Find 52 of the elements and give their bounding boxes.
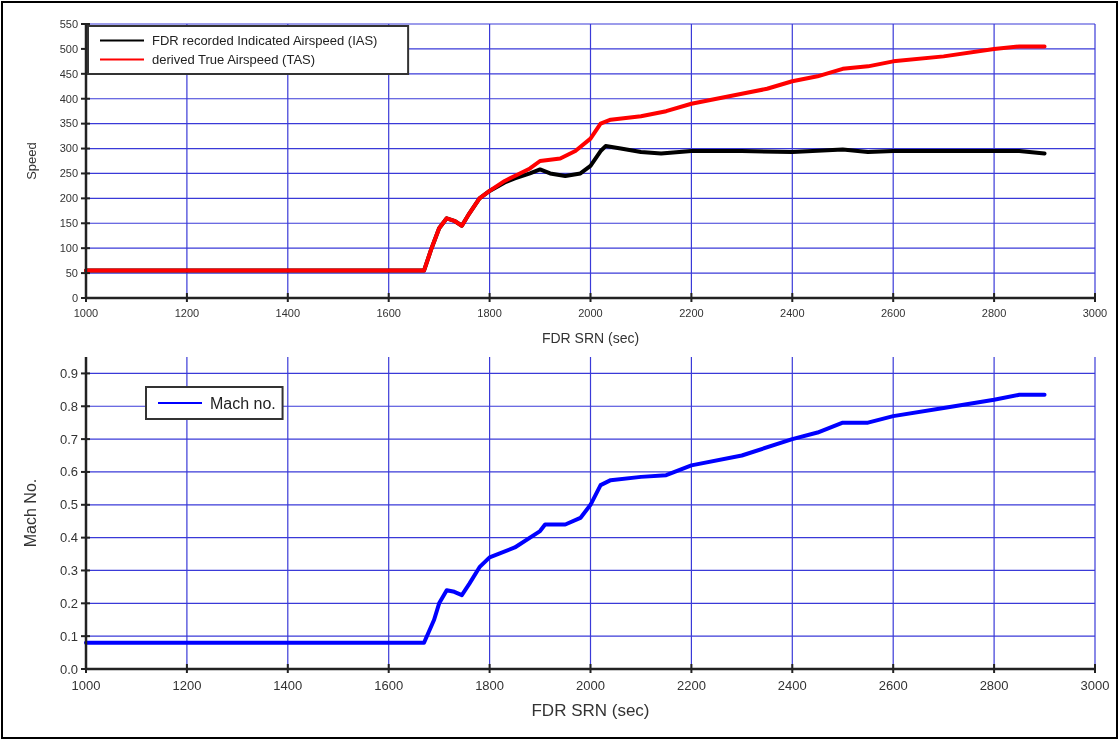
y-tick-label: 0.7 (59, 431, 78, 447)
y-tick-label: 550 (59, 17, 78, 30)
x-tick-label: 1000 (73, 307, 99, 319)
x-tick-label: 3000 (1080, 678, 1110, 693)
x-tick-label: 1200 (174, 307, 200, 319)
x-tick-label: 2000 (578, 307, 603, 319)
x-tick-label: 1600 (374, 678, 404, 693)
y-tick-label: 200 (59, 192, 78, 205)
x-axis-title: FDR SRN (sec) (541, 330, 640, 346)
line-series (84, 392, 1047, 645)
y-tick-label: 0 (71, 291, 78, 304)
y-tick-label: 300 (59, 142, 78, 155)
y-tick-label: 0.5 (59, 497, 78, 513)
y-axis-title: Speed (24, 142, 39, 180)
y-tick-label: 450 (59, 67, 78, 80)
x-tick-label: 3000 (1082, 307, 1108, 319)
y-tick-label: 0.6 (59, 464, 78, 480)
x-axis-title: FDR SRN (sec) (531, 701, 650, 720)
x-tick-label: 2800 (981, 307, 1007, 319)
x-tick-label: 1400 (275, 307, 301, 319)
x-tick-label: 2200 (679, 307, 704, 319)
x-tick-label: 2800 (979, 678, 1009, 693)
y-tick-label: 0.0 (59, 661, 78, 677)
y-tick-label: 0.1 (59, 628, 78, 644)
x-tick-label: 1800 (475, 678, 505, 693)
y-tick-label: 50 (65, 266, 78, 279)
x-tick-label: 1200 (172, 678, 202, 693)
x-tick-label: 2600 (880, 307, 906, 319)
legend-label: FDR recorded Indicated Airspeed (IAS) (152, 33, 378, 49)
legend-label: derived True Airspeed (TAS) (152, 52, 316, 68)
x-tick-label: 1000 (71, 678, 101, 693)
y-tick-label: 250 (59, 167, 78, 180)
y-tick-label: 500 (59, 42, 78, 55)
x-tick-label: 2200 (676, 678, 706, 693)
x-tick-label: 1800 (477, 307, 502, 319)
y-tick-label: 400 (59, 92, 78, 105)
y-tick-label: 0.4 (59, 530, 78, 546)
x-tick-label: 2400 (777, 678, 807, 693)
x-tick-label: 2000 (576, 678, 605, 693)
y-axis-title: Mach No. (22, 478, 39, 548)
y-tick-label: 0.2 (59, 595, 78, 611)
y-tick-label: 100 (59, 242, 78, 255)
x-tick-label: 1600 (376, 307, 401, 319)
x-tick-label: 1400 (273, 678, 303, 693)
y-tick-label: 0.3 (59, 563, 78, 579)
legend-label: Mach no. (210, 394, 276, 412)
y-tick-label: 150 (59, 217, 78, 230)
y-tick-label: 350 (59, 117, 78, 130)
x-tick-label: 2400 (780, 307, 805, 319)
x-tick-label: 2600 (878, 678, 908, 693)
y-tick-label: 0.9 (59, 365, 78, 381)
y-tick-label: 0.8 (59, 398, 78, 414)
